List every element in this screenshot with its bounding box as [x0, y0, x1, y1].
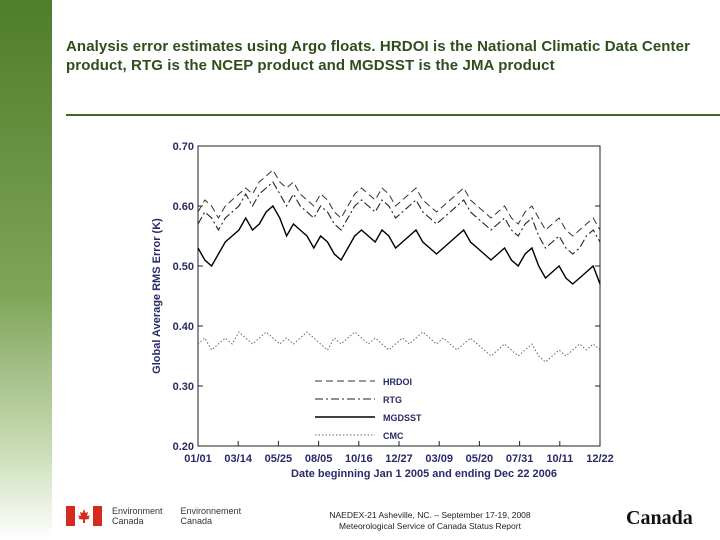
- series-line-rtg: [197, 181, 601, 255]
- series-line-mgdsst: [197, 204, 601, 285]
- footer-logo-group: Environment Canada Environnement Canada: [66, 506, 241, 526]
- x-tick-label: 03/14: [224, 453, 252, 465]
- org-fr-line1: Environnement: [180, 506, 242, 516]
- y-tick-label: 0.30: [173, 381, 194, 393]
- x-tick-label: 05/25: [265, 453, 293, 465]
- x-tick-label: 12/27: [385, 453, 413, 465]
- footer-caption-line2: Meteorological Service of Canada Status …: [339, 521, 521, 531]
- x-tick-labels: 01/01 03/14 05/25 08/05 10/16 12/27 03/09 05/20…: [184, 453, 614, 465]
- x-tick-label: 07/31: [506, 453, 534, 465]
- x-tick-label: 08/05: [305, 453, 333, 465]
- chart-legend: HRDOI RTG MGDSST CMC: [315, 377, 422, 441]
- series-line-cmc: [197, 331, 601, 363]
- y-tick-labels: 0.20 0.30 0.40 0.50 0.60 0.70: [173, 141, 194, 453]
- footer-caption-line1: NAEDEX-21 Asheville, NC. – September 17-…: [329, 510, 531, 520]
- x-axis-label: Date beginning Jan 1 2005 and ending Dec…: [291, 468, 557, 480]
- legend-label-hrdoi: HRDOI: [383, 377, 412, 387]
- x-tick-label: 01/01: [184, 453, 212, 465]
- legend-label-mgdsst: MGDSST: [383, 413, 422, 423]
- org-name-french: Environnement Canada: [181, 506, 242, 526]
- y-tick-label: 0.70: [173, 141, 194, 153]
- y-axis-label: Global Average RMS Error (K): [151, 218, 163, 374]
- x-tick-label: 12/22: [586, 453, 614, 465]
- canada-flag-icon: [66, 506, 102, 526]
- left-accent-bar: [0, 0, 52, 540]
- y-tick-label: 0.50: [173, 261, 194, 273]
- org-name-english: Environment Canada: [112, 506, 163, 526]
- y-tick-label: 0.60: [173, 201, 194, 213]
- rms-error-chart: 0.20 0.30 0.40 0.50 0.60 0.70 01/01 03/14 05/25…: [151, 141, 614, 480]
- y-tick-label: 0.20: [173, 441, 194, 453]
- org-en-line1: Environment: [112, 506, 163, 516]
- org-en-line2: Canada: [112, 516, 144, 526]
- y-tick-label: 0.40: [173, 321, 194, 333]
- legend-label-cmc: CMC: [383, 431, 404, 441]
- canada-wordmark: Canada: [626, 507, 693, 529]
- x-tick-label: 10/16: [345, 453, 373, 465]
- title-divider: [66, 114, 720, 116]
- legend-label-rtg: RTG: [383, 395, 402, 405]
- slide-title: Analysis error estimates using Argo floa…: [66, 38, 691, 74]
- series-line-hrdoi: [197, 169, 601, 237]
- footer-caption: NAEDEX-21 Asheville, NC. – September 17-…: [300, 510, 560, 532]
- chart-axes: [197, 145, 601, 447]
- org-fr-line2: Canada: [180, 516, 213, 526]
- chart-series-lines: [197, 169, 601, 363]
- x-tick-label: 10/11: [546, 453, 573, 465]
- x-tick-label: 05/20: [466, 453, 494, 465]
- x-tick-label: 03/09: [425, 453, 453, 465]
